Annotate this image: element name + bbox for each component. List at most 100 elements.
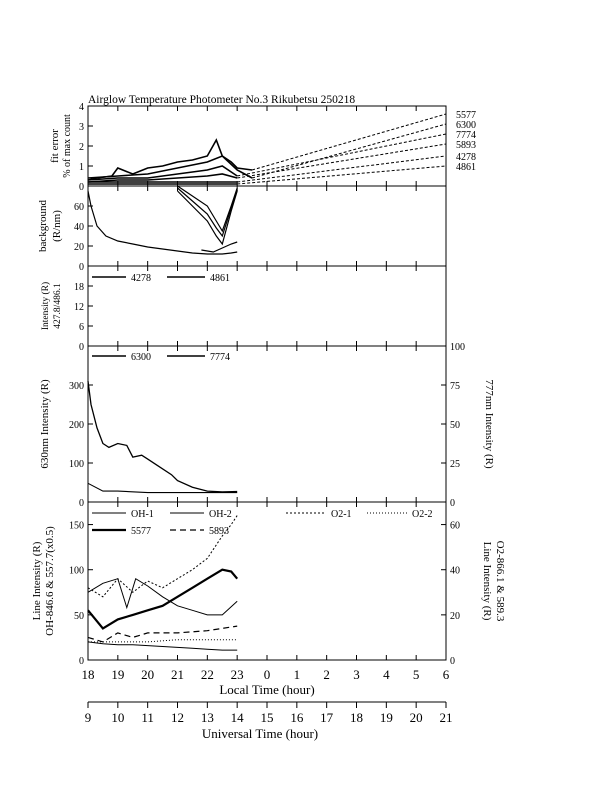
fit-error-legend-5893: 5893 — [456, 140, 476, 151]
y-tick-label: 200 — [69, 420, 84, 431]
y-tick-label-right: 0 — [450, 498, 455, 509]
y-tick-label: 0 — [79, 262, 84, 273]
fit-error-legend-4278: 4278 — [456, 152, 476, 163]
y-tick-label-right: 75 — [450, 381, 460, 392]
series-O2-2 — [88, 639, 238, 643]
legend-label-7774: 7774 — [210, 352, 230, 363]
y-tick-label: 300 — [69, 381, 84, 392]
fit-error-extrap-7774 — [237, 133, 447, 177]
legend-label-4278: 4278 — [131, 273, 151, 284]
local-tick-label: 20 — [141, 667, 154, 682]
background-series-3 — [177, 187, 238, 238]
y-tick-label: 60 — [74, 202, 84, 213]
background-series-4 — [201, 241, 238, 253]
background-ylabel-1: background — [37, 200, 49, 252]
y-tick-label: 20 — [74, 242, 84, 253]
utc-tick-label: 13 — [201, 710, 214, 725]
panel-red-lines-frame — [87, 345, 447, 503]
series-5577 — [87, 568, 239, 630]
fit-error-series-6300 — [87, 155, 253, 179]
local-tick-label: 4 — [383, 667, 390, 682]
y-tick-label: 4 — [79, 102, 84, 113]
fit-error-extrap-4278 — [237, 155, 447, 183]
utc-tick-label: 16 — [290, 710, 304, 725]
y-tick-label: 100 — [69, 566, 84, 577]
y-tick-label-right: 50 — [450, 420, 460, 431]
series-OH-1 — [87, 641, 238, 651]
local-tick-label: 1 — [294, 667, 301, 682]
utc-tick-label: 19 — [380, 710, 393, 725]
utc-tick-label: 11 — [141, 710, 154, 725]
y-tick-label: 6 — [79, 322, 84, 333]
fit-error-extrap-5577 — [251, 113, 447, 171]
local-tick-label: 0 — [264, 667, 271, 682]
universal-time-label: Universal Time (hour) — [202, 726, 318, 741]
y-tick-label: 18 — [74, 282, 84, 293]
panel-background-frame — [87, 185, 447, 267]
y-tick-label: 3 — [79, 122, 84, 133]
series-6300 — [87, 381, 238, 493]
local-tick-label: 6 — [443, 667, 450, 682]
y-tick-label-right: 40 — [450, 566, 460, 577]
y-tick-label: 0 — [79, 182, 84, 193]
legend-label-OH-2: OH-2 — [209, 509, 232, 520]
legend-label-OH-1: OH-1 — [131, 509, 154, 520]
y-tick-label: 0 — [79, 498, 84, 509]
fit-error-series-5893 — [87, 173, 238, 183]
utc-tick-label: 9 — [85, 710, 92, 725]
local-tick-label: 5 — [413, 667, 420, 682]
fit-error-ylabel-1: fit error — [49, 129, 61, 163]
legend-label-O2-1: O2-1 — [331, 509, 352, 520]
y-tick-label: 0 — [79, 342, 84, 353]
legend-label-5577: 5577 — [131, 526, 151, 537]
fit-error-extrap-5893 — [237, 143, 447, 179]
utc-tick-label: 18 — [350, 710, 363, 725]
chart-marks: 18 19 20 21 22 23 0 1 2 3 4 5 69 10 11 12 13 14 15 16 17 18 19… — [69, 102, 476, 725]
y-tick-label: 0 — [79, 656, 84, 667]
series-O2-1 — [87, 515, 238, 598]
y-tick-label: 150 — [69, 521, 84, 532]
utc-tick-label: 15 — [261, 710, 274, 725]
utc-tick-label: 17 — [320, 710, 334, 725]
fit-error-ylabel-2: % of max count — [62, 114, 73, 178]
y-tick-label-right: 100 — [450, 342, 465, 353]
fit-error-series-5577 — [87, 138, 253, 181]
fit-error-legend-4861: 4861 — [456, 162, 476, 173]
y-tick-label: 1 — [79, 162, 84, 173]
legend-label-4861: 4861 — [210, 273, 230, 284]
background-series-0 — [87, 190, 238, 255]
oh-ylabel-right-1: Line Intensity (R) — [481, 542, 493, 621]
fit-error-legend-7774: 7774 — [456, 130, 476, 141]
local-tick-label: 19 — [111, 667, 124, 682]
y-tick-label: 40 — [74, 222, 84, 233]
blue-ylabel-2: 427.8/486.1 — [53, 283, 63, 329]
red-ylabel-right: 777nm Intensity (R) — [483, 379, 495, 469]
y-tick-label: 100 — [69, 459, 84, 470]
local-tick-label: 3 — [353, 667, 360, 682]
oh-ylabel-left-2: OH-846.6 & 557.7(x0.5) — [44, 526, 56, 636]
y-tick-label-right: 25 — [450, 459, 460, 470]
y-tick-label-right: 0 — [450, 656, 455, 667]
chart-title: Airglow Temperature Photometer No.3 Riku… — [88, 94, 355, 106]
local-tick-label: 2 — [323, 667, 330, 682]
y-tick-label-right: 60 — [450, 521, 460, 532]
oh-ylabel-right-2: O2-866.1 & 589.3 — [494, 541, 506, 622]
utc-tick-label: 21 — [440, 710, 453, 725]
utc-tick-label: 10 — [111, 710, 124, 725]
fit-error-series-7774 — [87, 165, 238, 181]
background-ylabel-2: (R/nm) — [51, 210, 63, 242]
local-tick-label: 22 — [201, 667, 214, 682]
legend-label-6300: 6300 — [131, 352, 151, 363]
legend-label-O2-2: O2-2 — [412, 509, 433, 520]
series-7774 — [87, 482, 238, 494]
utc-tick-label: 14 — [231, 710, 245, 725]
background-series-2 — [177, 185, 238, 233]
local-tick-label: 18 — [82, 667, 95, 682]
red-ylabel-left: 630nm Intensity (R) — [39, 379, 51, 469]
y-tick-label: 2 — [79, 142, 84, 153]
utc-tick-label: 20 — [410, 710, 423, 725]
y-tick-label-right: 20 — [450, 611, 460, 622]
fit-error-legend-5577: 5577 — [456, 110, 476, 121]
fit-error-extrap-6300 — [251, 123, 447, 179]
